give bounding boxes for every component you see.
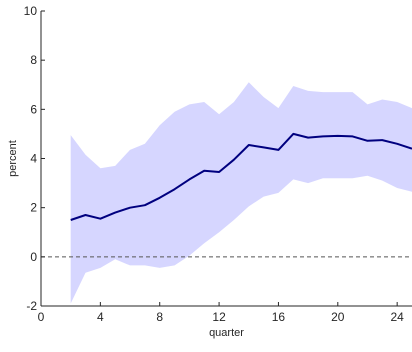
y-axis-ticks: -2 0 2 4 6 8 10 [24, 4, 45, 313]
y-tick-label: 10 [24, 4, 38, 18]
y-tick-label: 6 [30, 102, 37, 116]
x-axis-ticks: 0 4 8 12 16 20 24 [38, 302, 404, 324]
x-tick-label: 24 [390, 310, 404, 324]
x-tick-label: 12 [212, 310, 226, 324]
y-tick-label: 4 [30, 152, 37, 166]
confidence-band [70, 82, 412, 304]
y-tick-label: 8 [30, 53, 37, 67]
y-tick-label: -2 [26, 299, 37, 313]
x-tick-label: 0 [38, 310, 45, 324]
x-tick-label: 20 [331, 310, 345, 324]
x-axis-title: quarter [209, 327, 244, 339]
y-axis-title: percent [7, 140, 19, 177]
x-tick-label: 4 [97, 310, 104, 324]
x-tick-label: 8 [156, 310, 163, 324]
x-tick-label: 16 [272, 310, 286, 324]
y-tick-label: 0 [30, 250, 37, 264]
series-line [70, 132, 412, 221]
y-tick-label: 2 [30, 201, 37, 215]
